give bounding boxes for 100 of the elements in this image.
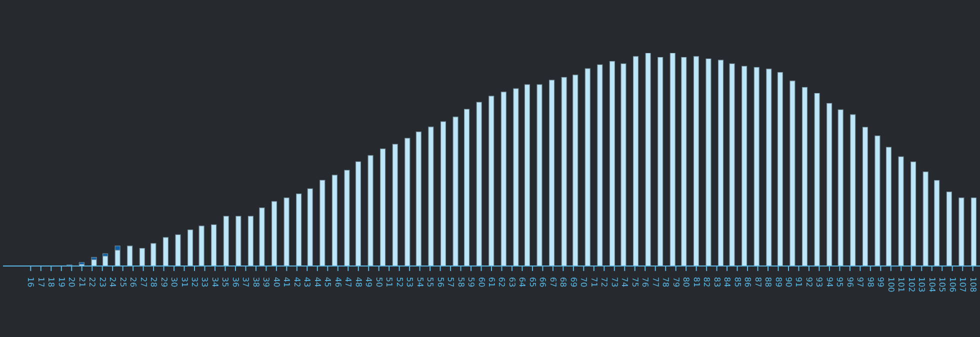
bar — [790, 80, 796, 266]
x-tick-label: 18 — [46, 277, 56, 288]
x-tick-label: 105 — [938, 277, 947, 292]
x-tick-label: 45 — [323, 277, 332, 288]
bar — [742, 66, 748, 266]
bar — [175, 234, 181, 266]
x-tick-label: 59 — [466, 277, 476, 288]
bar — [620, 63, 626, 266]
bar — [838, 109, 844, 266]
bar — [296, 193, 302, 266]
bar — [150, 243, 156, 266]
bar — [754, 66, 760, 266]
x-tick-label: 90 — [784, 277, 793, 288]
x-tick-label: 41 — [282, 277, 292, 288]
x-tick-label: 26 — [128, 277, 138, 288]
bar — [922, 172, 928, 266]
x-tick-label: 38 — [251, 277, 260, 288]
x-tick-label: 102 — [906, 277, 916, 292]
bar — [162, 237, 168, 266]
bar — [934, 180, 940, 266]
x-tick-label: 84 — [722, 277, 732, 288]
x-tick-label: 98 — [866, 277, 875, 288]
x-tick-label: 30 — [170, 277, 179, 288]
bar — [898, 156, 904, 266]
bar — [513, 88, 519, 266]
bar — [476, 102, 482, 266]
bar — [670, 53, 676, 266]
bar — [332, 174, 338, 266]
x-tick-label: 61 — [487, 277, 496, 288]
bar — [127, 246, 133, 266]
bar — [946, 192, 952, 266]
x-tick-label: 22 — [88, 277, 97, 288]
x-tick-label: 66 — [538, 277, 548, 288]
bar — [850, 114, 856, 266]
x-tick-label: 80 — [682, 277, 691, 288]
x-tick-label: 73 — [610, 277, 619, 288]
bar — [693, 56, 699, 266]
bar — [814, 92, 820, 266]
x-tick-label: 21 — [77, 277, 86, 288]
bar — [404, 138, 410, 266]
x-tick-label: 55 — [426, 277, 435, 288]
bar — [236, 216, 242, 266]
x-tick-label: 83 — [712, 277, 722, 288]
x-tick-label: 71 — [589, 277, 598, 288]
x-tick-label: 107 — [958, 277, 968, 292]
x-tick-label: 77 — [650, 277, 660, 288]
x-tick-label: 63 — [507, 277, 516, 288]
x-tick-label: 58 — [456, 277, 466, 288]
bar — [802, 86, 808, 266]
x-tick-label: 78 — [661, 277, 670, 288]
x-tick-label: 50 — [374, 277, 384, 288]
bar — [368, 155, 374, 266]
bar — [970, 198, 977, 266]
bar — [632, 56, 639, 266]
bar — [452, 116, 458, 266]
x-tick-label: 99 — [876, 277, 886, 288]
x-tick-label: 51 — [384, 277, 394, 288]
x-tick-label: 28 — [149, 277, 158, 288]
x-tick-label: 76 — [640, 277, 650, 288]
bar — [681, 56, 687, 266]
x-tick-label: 32 — [190, 277, 200, 288]
x-tick-label: 35 — [220, 277, 230, 288]
bar — [729, 63, 735, 266]
bar — [548, 80, 555, 266]
x-tick-label: 93 — [814, 277, 824, 288]
x-tick-label: 106 — [948, 277, 957, 292]
bar — [658, 56, 664, 266]
bar — [139, 248, 145, 266]
bar — [223, 216, 229, 266]
bar — [271, 201, 278, 266]
x-tick-label: 64 — [518, 277, 527, 288]
x-tick-label: 60 — [476, 277, 486, 288]
x-tick-label: 81 — [692, 277, 701, 288]
bar — [500, 92, 506, 266]
x-tick-label: 85 — [732, 277, 742, 288]
x-tick-label: 34 — [210, 277, 220, 288]
bar — [392, 144, 398, 266]
bar — [561, 76, 567, 266]
x-tick-label: 53 — [405, 277, 414, 288]
x-tick-label: 39 — [262, 277, 271, 288]
bar — [355, 161, 362, 266]
x-tick-label: 43 — [302, 277, 312, 288]
x-tick-label: 25 — [118, 277, 128, 288]
bar — [464, 108, 470, 266]
x-tick-label: 29 — [159, 277, 168, 288]
bar — [718, 60, 724, 266]
x-tick-label: 92 — [804, 277, 814, 288]
x-tick-label: 68 — [558, 277, 568, 288]
bar — [706, 58, 712, 266]
x-tick-label: 95 — [835, 277, 844, 288]
x-tick-label: 44 — [312, 277, 322, 288]
x-tick-label: 88 — [764, 277, 773, 288]
x-tick-label: 100 — [886, 277, 896, 292]
bar — [114, 250, 120, 266]
bar — [344, 170, 350, 266]
x-tick-label: 31 — [180, 277, 189, 288]
bar — [259, 208, 265, 266]
x-tick-label: 89 — [774, 277, 783, 288]
x-tick-label: 87 — [753, 277, 762, 288]
bar — [380, 148, 386, 266]
